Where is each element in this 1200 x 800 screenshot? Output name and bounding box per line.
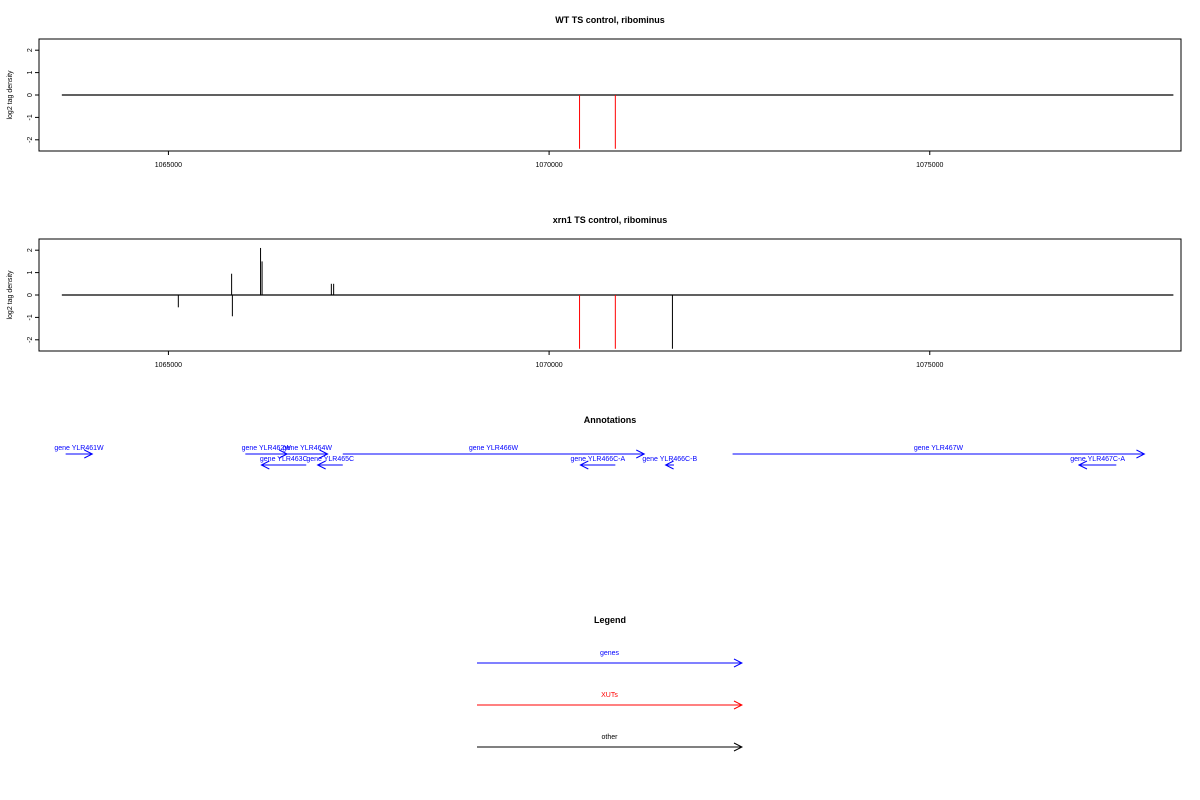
gene-label: gene YLR466C-B — [642, 456, 697, 463]
annotations-title: Annotations — [584, 415, 637, 425]
y-tick-label: 0 — [27, 93, 34, 97]
x-axis: 1065000 1070000 1075000 — [155, 351, 943, 369]
wt-density-panel: WT TS control, ribominus log2 tag densit… — [7, 15, 1182, 169]
y-tick-label: -1 — [27, 114, 34, 120]
gene-label: gene YLR464W — [283, 445, 333, 452]
y-tick-label: -2 — [27, 337, 34, 343]
gene-label: gene YLR466C-A — [570, 456, 625, 463]
x-tick-label: 1065000 — [155, 162, 182, 169]
gene-label: gene YLR467C-A — [1070, 456, 1125, 463]
gene-label: gene YLR467W — [914, 445, 964, 452]
legend-label: XUTs — [601, 692, 618, 699]
y-tick-label: -1 — [27, 314, 34, 320]
y-axis-label: log2 tag density — [7, 270, 14, 320]
y-tick-label: 2 — [27, 248, 34, 252]
panel-title: xrn1 TS control, ribominus — [553, 215, 668, 225]
xrn1-density-panel: xrn1 TS control, ribominus log2 tag dens… — [7, 215, 1182, 369]
density-marks — [61, 247, 1174, 349]
legend-label: other — [602, 734, 619, 741]
gene-label: gene YLR466W — [469, 445, 519, 452]
y-tick-label: 0 — [27, 293, 34, 297]
y-tick-label: 2 — [27, 48, 34, 52]
panel-title: WT TS control, ribominus — [555, 15, 665, 25]
density-marks — [61, 94, 1174, 149]
y-tick-label: 1 — [27, 271, 34, 275]
x-tick-label: 1065000 — [155, 362, 182, 369]
legend-items: genes XUTs other — [477, 650, 742, 747]
gene-label: gene YLR465C — [306, 456, 354, 463]
legend-label: genes — [600, 650, 620, 657]
x-tick-label: 1070000 — [535, 362, 562, 369]
x-tick-label: 1075000 — [916, 162, 943, 169]
y-axis-label: log2 tag density — [7, 70, 14, 120]
y-tick-label: -2 — [27, 137, 34, 143]
y-tick-label: 1 — [27, 71, 34, 75]
x-tick-label: 1075000 — [916, 362, 943, 369]
gene-label: gene YLR462W — [242, 445, 292, 452]
annotations-panel: Annotations gene YLR461W gene YLR462Wgene… — [54, 415, 1144, 465]
y-axis: -2 -1 0 1 2 — [27, 248, 39, 343]
gene-label: gene YLR461W — [54, 445, 104, 452]
gene-label: gene YLR463C — [260, 456, 308, 463]
legend-title: Legend — [594, 615, 626, 625]
x-tick-label: 1070000 — [535, 162, 562, 169]
legend: Legend genes XUTs other — [477, 615, 742, 747]
x-axis: 1065000 1070000 1075000 — [155, 151, 943, 169]
y-axis: -2 -1 0 1 2 — [27, 48, 39, 143]
